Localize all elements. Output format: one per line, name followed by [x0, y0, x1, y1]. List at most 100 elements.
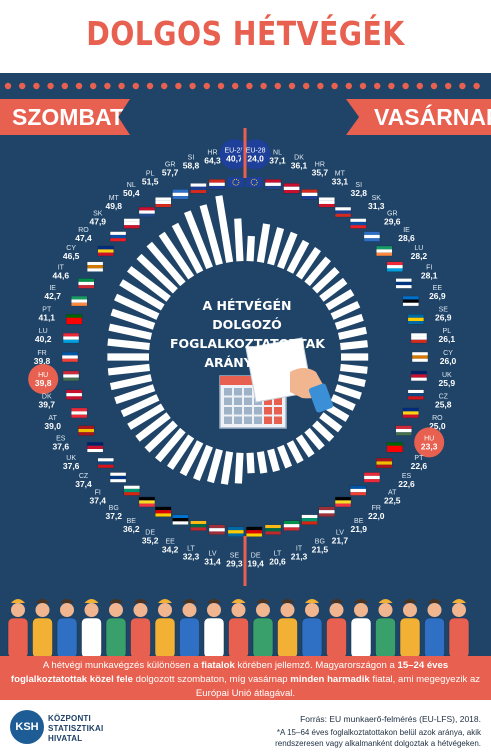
- bar-szombat-ee: [193, 444, 213, 481]
- dot: [232, 82, 239, 90]
- country-code: UK: [442, 372, 452, 379]
- calendar-cell: [254, 416, 262, 424]
- country-code: LU: [39, 328, 48, 335]
- value-label: 39,0: [44, 421, 61, 431]
- highlight-circle: [414, 427, 445, 458]
- country-code: GR: [387, 210, 398, 217]
- value-label: 24,0: [247, 153, 264, 163]
- flag-ie: [70, 295, 88, 307]
- flag-cz: [407, 389, 425, 400]
- value-label: 25,0: [429, 421, 446, 431]
- country-code: SI: [355, 182, 362, 189]
- bar-szombat-ro: [126, 265, 171, 302]
- country-code: CZ: [439, 394, 449, 401]
- calendar-cell: [234, 407, 242, 415]
- calendar-cell: [224, 397, 232, 405]
- country-code: HU: [424, 435, 434, 442]
- worker-figure: [399, 599, 421, 658]
- flag-ee: [172, 514, 189, 525]
- bar-vasárnap-it: [267, 448, 280, 472]
- country-code: DE: [251, 553, 261, 560]
- flag-uk: [410, 370, 428, 382]
- flag-fr: [61, 351, 79, 363]
- country-code: BG: [109, 505, 119, 512]
- country-code: MT: [109, 195, 120, 202]
- flag-mt: [123, 218, 141, 229]
- value-label: 19,4: [247, 559, 264, 569]
- flag-lv: [208, 524, 226, 535]
- bar-vasárnap-es: [319, 412, 343, 433]
- flag-ee: [402, 295, 420, 307]
- flag-nl: [264, 179, 282, 190]
- bar-szombat-es: [120, 394, 160, 418]
- country-code: EE: [165, 539, 175, 546]
- bar-vasárnap-lt: [256, 451, 268, 474]
- country-code: ES: [56, 435, 66, 442]
- flag-hu: [62, 370, 80, 382]
- flag-ro: [402, 407, 420, 419]
- dot: [445, 82, 452, 90]
- country-code: DK: [294, 154, 304, 161]
- dot: [161, 82, 168, 90]
- dot: [246, 82, 253, 90]
- bar-vasárnap-mt: [286, 239, 310, 274]
- country-code: HU: [38, 372, 48, 379]
- country-code: RO: [432, 415, 443, 422]
- value-label: 37,2: [105, 511, 122, 521]
- flag-bg: [123, 485, 141, 496]
- bar-szombat-dk: [109, 374, 153, 391]
- flag-pt: [386, 442, 404, 453]
- flag-ie: [376, 245, 393, 257]
- value-label: 64,3: [204, 156, 221, 166]
- strip-text-4: fiatal, ami megegyezik az Európai Unió á…: [195, 674, 481, 699]
- flag-nl: [138, 206, 156, 218]
- value-label: 22,0: [368, 511, 385, 521]
- dot: [260, 82, 267, 90]
- bar-vasárnap-uk: [340, 363, 368, 374]
- saturday-banner: SZOMBAT: [0, 99, 130, 135]
- value-label: 37,6: [63, 461, 80, 471]
- bar-vasárnap-se: [337, 326, 368, 340]
- dot: [402, 82, 409, 90]
- value-label: 37,4: [75, 479, 92, 489]
- dot: [388, 82, 395, 90]
- dot: [303, 82, 310, 90]
- worker-figure: [350, 599, 372, 658]
- flag-be: [138, 496, 156, 508]
- country-code: SK: [93, 210, 103, 217]
- value-label: 26,1: [439, 334, 456, 344]
- worker-figure: [228, 599, 249, 658]
- value-label: 58,8: [183, 160, 200, 170]
- value-label: 47,9: [89, 216, 106, 226]
- highlight-circle: [28, 363, 59, 394]
- dot: [132, 82, 139, 90]
- bar-vasárnap-ee: [334, 313, 364, 330]
- bar-vasárnap-sk: [304, 256, 331, 287]
- hand-icon: [245, 337, 334, 413]
- dot: [104, 82, 111, 90]
- info-strip: A hétvégi munkavégzés különösen a fiatal…: [0, 656, 491, 700]
- value-label: 51,5: [142, 177, 159, 187]
- value-label: 29,3: [226, 559, 243, 569]
- footnote: *A 15–64 éves foglalkoztatottakon belül …: [181, 727, 481, 749]
- country-code: DK: [42, 394, 52, 401]
- bar-szombat-se: [234, 452, 244, 484]
- bar-szombat-hu: [107, 363, 150, 376]
- dot: [459, 82, 466, 90]
- calendar-cell: [244, 388, 252, 396]
